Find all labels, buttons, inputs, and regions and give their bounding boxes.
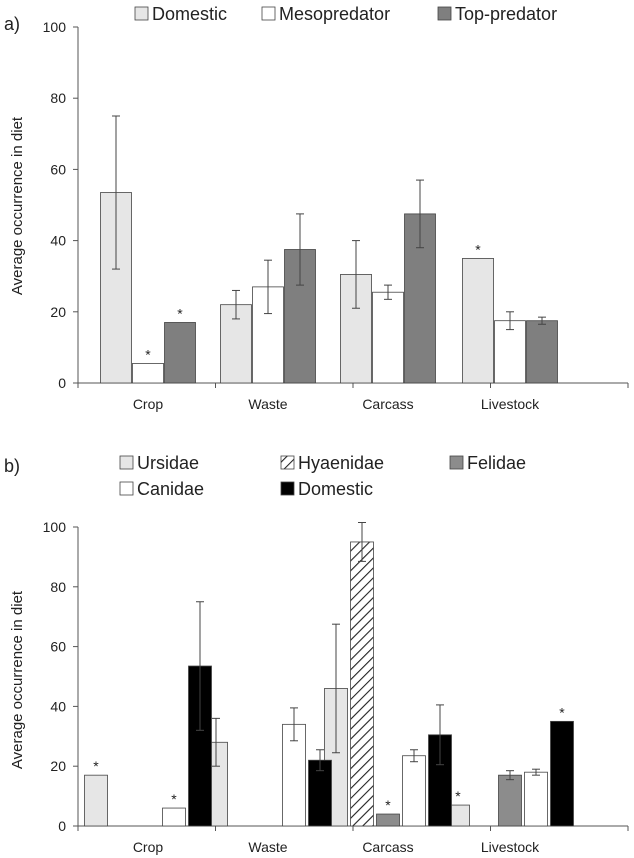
panel-b-errorbar-hyaenidae-carcass (358, 522, 366, 562)
panel-a-bars: * * * (100, 115, 558, 384)
panel-a-xlabel-waste: Waste (248, 396, 287, 412)
panel-b-star-canidae-crop: * (171, 791, 177, 807)
panel-a-star-domestic-livestock: * (475, 241, 481, 257)
panel-b-legend-swatch-canidae (119, 481, 134, 496)
panel-a-star-mesopredator-crop: * (145, 346, 151, 362)
panel-b-bar-domestic-livestock (550, 720, 574, 827)
panel-a-errorbar-domestic-crop (112, 115, 120, 270)
panel-a-xlabel-crop: Crop (133, 396, 164, 412)
panel-b-errorbar-domestic-crop (196, 601, 204, 731)
panel-b-bar-hyaenidae-carcass (350, 541, 374, 827)
panel-a-legend-label-mesopredator: Mesopredator (279, 4, 390, 24)
panel-b-legend-swatch-domestic (280, 481, 295, 496)
panel-a-bar-top-predator-crop (164, 322, 196, 384)
panel-a-legend-item-domestic: Domestic (134, 4, 227, 24)
panel-b-bar-canidae-carcass (402, 755, 426, 827)
panel-b-ytick-label-0: 0 (58, 818, 66, 834)
panel-b-ytick-label-60: 60 (50, 639, 66, 655)
panel-a-ytick-label-20: 20 (50, 304, 66, 320)
panel-b-bars: * * * * * (84, 522, 574, 827)
panel-b-ytick-label-40: 40 (50, 698, 66, 714)
panel-a-errorbar-top-predator-livestock (538, 316, 546, 325)
panel-b-ylabel: Average occurrence in diet (9, 590, 26, 769)
panel-a-ytick-label-100: 100 (43, 19, 67, 35)
panel-b-legend-swatch-hyaenidae (280, 455, 295, 470)
panel-b-xlabel-carcass: Carcass (362, 839, 413, 855)
panel-b-bar-canidae-livestock (524, 771, 548, 827)
panel-b-legend-label-felidae: Felidae (467, 453, 526, 473)
panel-b-star-felidae-carcass: * (385, 797, 391, 813)
panel-b-errorbar-felidae-livestock (506, 770, 514, 781)
panel-b-bar-felidae-livestock (498, 774, 522, 827)
panel-a-errorbar-domestic-carcass (352, 240, 360, 309)
panel-b-errorbar-ursidae-waste (212, 717, 220, 767)
panel-a-star-top-predator-crop: * (177, 305, 183, 321)
panel-a-bar-mesopredator-livestock (494, 320, 526, 384)
panel-a-axes: 0 20 40 60 80 100 Crop Waste Carcass Livestock (43, 19, 629, 412)
panel-b-star-ursidae-livestock: * (455, 788, 461, 804)
panel-b-star-domestic-livestock: * (559, 704, 565, 720)
panel-b-legend-item-felidae: Felidae (449, 453, 526, 473)
panel-b-legend-item-canidae: Canidae (119, 479, 204, 499)
panel-b-legend-item-ursidae: Ursidae (119, 453, 199, 473)
panel-b-errorbar-canidae-waste (290, 707, 298, 742)
panel-a-ylabel: Average occurrence in diet (9, 116, 26, 295)
panel-b-legend-label-hyaenidae: Hyaenidae (298, 453, 384, 473)
panel-a-legend-item-top-predator: Top-predator (437, 4, 557, 24)
panel-a-ytick-label-60: 60 (50, 161, 66, 177)
panel-a-errorbar-top-predator-carcass (416, 179, 424, 249)
panel-a-label: a) (4, 14, 20, 34)
panel-a-errorbar-mesopredator-carcass (384, 284, 392, 300)
panel-b-legend-item-domestic: Domestic (280, 479, 373, 499)
panel-a-errorbar-top-predator-waste (296, 213, 304, 286)
panel-b-legend-swatch-felidae (449, 455, 464, 470)
panel-b-errorbar-domestic-waste (316, 749, 324, 772)
panel-a-legend-label-domestic: Domestic (152, 4, 227, 24)
panel-b-legend: Ursidae Hyaenidae Felidae Canidae Domestic (119, 453, 526, 499)
panel-b-label: b) (4, 456, 20, 476)
panel-b-xlabel-waste: Waste (248, 839, 287, 855)
panel-b-errorbar-canidae-carcass (410, 749, 418, 763)
panel-b-star-ursidae-crop: * (93, 758, 99, 774)
panel-a-legend: Domestic Mesopredator Top-predator (134, 4, 557, 24)
panel-a-xlabel-livestock: Livestock (481, 396, 540, 412)
panel-a-bar-mesopredator-crop (132, 363, 164, 384)
panel-b-legend-label-canidae: Canidae (137, 479, 204, 499)
panel-a-ytick-label-80: 80 (50, 90, 66, 106)
panel-a-ytick-label-0: 0 (58, 375, 66, 391)
panel-b-chart: b) Average occurrence in diet Ursidae Hya… (4, 453, 629, 855)
panel-b-xlabel-crop: Crop (133, 839, 164, 855)
panel-a-bar-domestic-livestock (462, 257, 494, 384)
panel-a-legend-swatch-top-predator (437, 6, 452, 21)
panel-b-legend-label-domestic: Domestic (298, 479, 373, 499)
panel-a-legend-label-top-predator: Top-predator (455, 4, 557, 24)
panel-a-legend-swatch-mesopredator (261, 6, 276, 21)
panel-b-legend-swatch-ursidae (119, 455, 134, 470)
panel-a-errorbar-mesopredator-waste (264, 259, 272, 315)
panel-b-errorbar-domestic-carcass (436, 704, 444, 766)
panel-a-chart: a) Average occurrence in diet Domestic Me… (4, 4, 629, 412)
panel-a-legend-item-mesopredator: Mesopredator (261, 4, 390, 24)
panel-b-ytick-label-20: 20 (50, 758, 66, 774)
panel-b-xlabel-livestock: Livestock (481, 839, 540, 855)
panel-b-ytick-label-80: 80 (50, 579, 66, 595)
panel-a-xlabel-carcass: Carcass (362, 396, 413, 412)
panel-b-legend-label-ursidae: Ursidae (137, 453, 199, 473)
panel-b-ytick-label-100: 100 (43, 519, 67, 535)
panel-b-errorbar-ursidae-carcass (332, 623, 340, 754)
panel-a-bar-top-predator-livestock (526, 320, 558, 384)
panel-b-bar-felidae-carcass (376, 813, 400, 827)
panel-a-errorbar-mesopredator-livestock (506, 311, 514, 331)
panel-a-errorbar-domestic-waste (232, 289, 240, 320)
panel-b-errorbar-canidae-livestock (532, 768, 540, 776)
panel-a-legend-swatch-domestic (134, 6, 149, 21)
panel-b-legend-item-hyaenidae: Hyaenidae (280, 453, 384, 473)
panel-b-bar-canidae-crop (162, 807, 186, 827)
panel-a-ytick-label-40: 40 (50, 233, 66, 249)
panel-b-bar-ursidae-crop (84, 774, 108, 827)
panel-a-bar-mesopredator-carcass (372, 291, 404, 384)
